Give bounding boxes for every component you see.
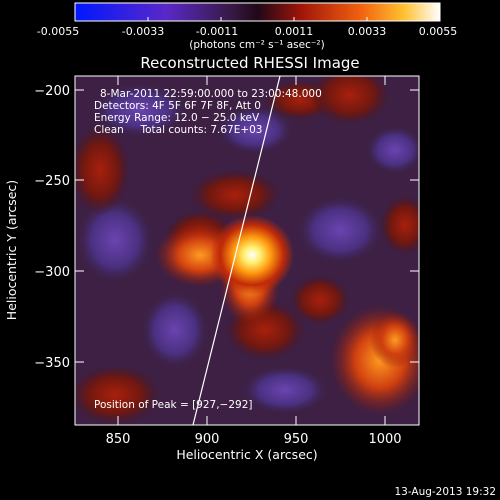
colorbar-units: (photons cm⁻² s⁻¹ asec⁻²) [189, 39, 324, 51]
colorbar [74, 2, 441, 22]
colorbar-tick-label: -0.0055 [37, 25, 79, 38]
x-tick-label: 1000 [368, 432, 401, 447]
info-energy-range: Energy Range: 12.0 − 25.0 keV [94, 112, 260, 124]
colorbar-tick-label: 0.0055 [419, 25, 458, 38]
solar-limb-line [192, 76, 281, 425]
x-tick-labels: 850 900 950 1000 [106, 432, 402, 447]
timestamp: 13-Aug-2013 19:32 [394, 486, 496, 498]
y-axis-label: Heliocentric Y (arcsec) [4, 180, 19, 320]
peak-position-label: Position of Peak = [927,−292] [94, 399, 253, 411]
colorbar-ticks [147, 17, 368, 21]
plot-frame [74, 75, 420, 426]
info-detectors: Detectors: 4F 5F 6F 7F 8F, Att 0 [94, 100, 261, 112]
x-axis-label: Heliocentric X (arcsec) [176, 447, 317, 462]
x-tick-label: 850 [106, 432, 131, 447]
rhessi-image [75, 76, 419, 425]
y-tick-label: −300 [34, 265, 70, 280]
observation-info: 8-Mar-2011 22:59:00.000 to 23:00:48.000 … [94, 88, 322, 136]
plot-title: Reconstructed RHESSI Image [140, 54, 359, 72]
x-axis-ticks [117, 76, 386, 425]
y-tick-label: −350 [34, 356, 70, 371]
colorbar-tick-label: 0.0011 [275, 25, 314, 38]
info-time-range: 8-Mar-2011 22:59:00.000 to 23:00:48.000 [100, 88, 322, 100]
y-axis-ticks [75, 89, 419, 363]
x-tick-label: 950 [284, 432, 309, 447]
colorbar-tick-label: 0.0033 [348, 25, 387, 38]
colorbar-tick-labels: -0.0055 -0.0033 -0.0011 0.0011 0.0033 0.… [37, 25, 457, 38]
x-tick-label: 900 [195, 432, 220, 447]
y-tick-labels: −200 −250 −300 −350 [34, 84, 70, 371]
y-tick-label: −200 [34, 84, 70, 99]
y-tick-label: −250 [34, 174, 70, 189]
colorbar-tick-label: -0.0011 [196, 25, 238, 38]
colorbar-tick-label: -0.0033 [122, 25, 164, 38]
info-clean-counts: Clean Total counts: 7.67E+03 [94, 124, 263, 136]
